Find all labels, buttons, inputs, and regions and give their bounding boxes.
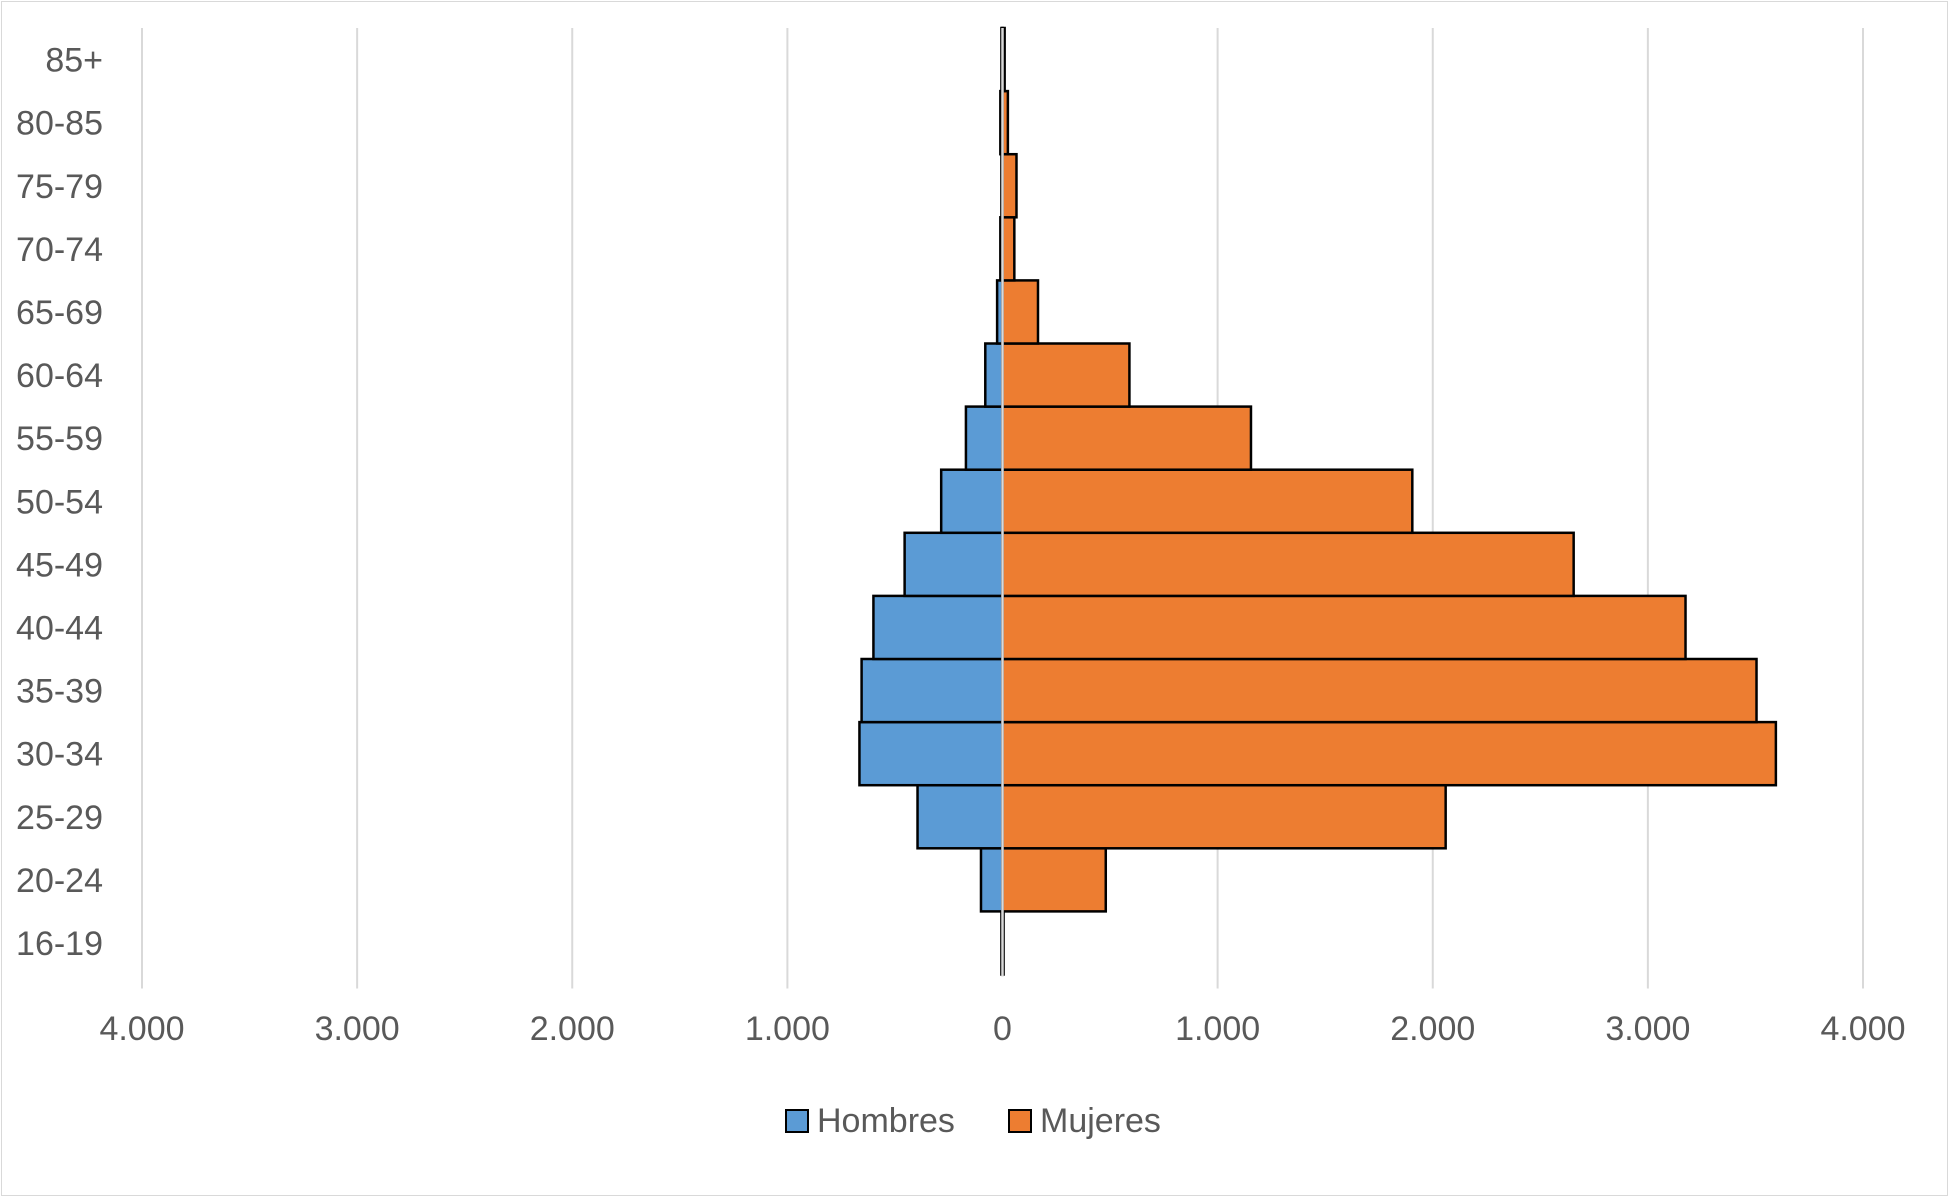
category-label: 80-85: [16, 105, 103, 143]
bar-mujeres: [1001, 405, 1253, 471]
legend-label: Mujeres: [1040, 1102, 1161, 1140]
category-label: 60-64: [16, 357, 103, 395]
bar-hombres: [858, 720, 1004, 787]
bar-mujeres: [1001, 847, 1108, 913]
bar-mujeres: [1001, 279, 1040, 345]
bar-mujeres: [1001, 783, 1447, 850]
x-tick-label: 3.000: [315, 1010, 400, 1048]
category-label: 30-34: [16, 736, 103, 774]
x-tick-label: 2.000: [1390, 1010, 1475, 1048]
category-label: 16-19: [16, 925, 103, 963]
category-label: 65-69: [16, 294, 103, 332]
bar-hombres: [939, 468, 1004, 535]
bar-mujeres: [1001, 594, 1687, 661]
category-label: 50-54: [16, 483, 103, 521]
bar-hombres: [979, 847, 1004, 913]
x-tick-label: 1.000: [745, 1010, 830, 1048]
bar-hombres: [984, 342, 1004, 408]
bar-mujeres: [1001, 468, 1414, 535]
x-tick-labels: 4.000 3.000 2.000 1.000 0 1.000 2.000 3.000 4.00…: [99, 1010, 1905, 1048]
bar-mujeres: [1001, 657, 1758, 724]
category-label: 40-44: [16, 609, 103, 647]
bar-hombres: [872, 594, 1004, 661]
bar-hombres: [860, 657, 1004, 724]
x-tick-label: 4.000: [1820, 1010, 1905, 1048]
bars: [858, 26, 1778, 976]
category-label: 70-74: [16, 231, 103, 269]
legend-swatch: [785, 1109, 809, 1133]
bar-mujeres: [1001, 531, 1575, 598]
category-label: 25-29: [16, 799, 103, 837]
category-label: 20-24: [16, 862, 103, 900]
bar-hombres: [903, 531, 1004, 598]
bar-hombres: [964, 405, 1004, 471]
legend-label: Hombres: [817, 1102, 955, 1140]
bar-mujeres: [1001, 720, 1778, 787]
bar-mujeres: [1001, 342, 1131, 408]
legend-swatch: [1008, 1109, 1032, 1133]
bar-mujeres: [1001, 216, 1016, 282]
category-label: 55-59: [16, 420, 103, 458]
x-tick-label: 2.000: [530, 1010, 615, 1048]
category-labels: 16-19 20-24 25-29 30-34 35-39 40-44 45-49 50-54…: [16, 42, 103, 963]
x-tick-label: 0: [993, 1010, 1012, 1048]
x-tick-label: 1.000: [1175, 1010, 1260, 1048]
category-label: 45-49: [16, 546, 103, 584]
category-label: 85+: [45, 42, 103, 80]
legend: Hombres Mujeres: [785, 1102, 1161, 1140]
bar-mujeres: [1001, 152, 1018, 219]
bar-hombres: [916, 783, 1004, 850]
category-label: 75-79: [16, 168, 103, 206]
x-tick-label: 3.000: [1605, 1010, 1690, 1048]
category-label: 35-39: [16, 673, 103, 711]
x-tick-label: 4.000: [99, 1010, 184, 1048]
